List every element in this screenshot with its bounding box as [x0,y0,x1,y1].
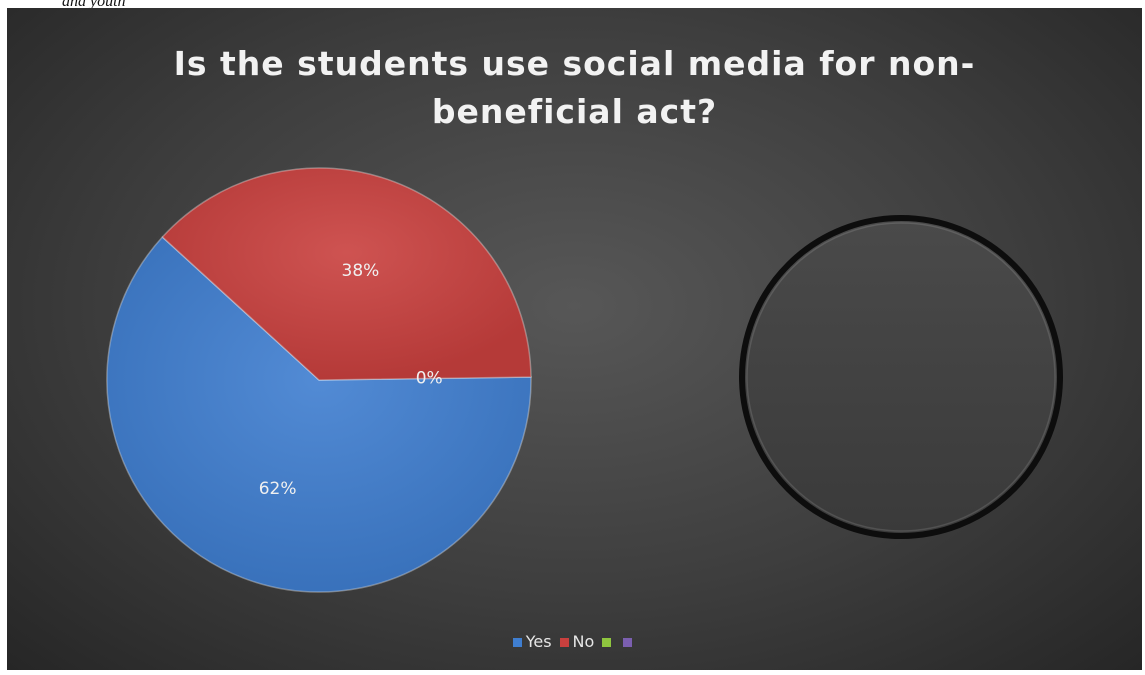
legend-item-series-3 [602,632,615,652]
pie-labels: 62% 38% 0% [259,261,443,499]
second-pie-highlight [746,222,1056,532]
legend-item-yes: Yes [512,632,552,652]
legend-item-no: No [559,632,595,652]
legend-item-series-4 [623,632,636,652]
second-pie [739,215,1063,539]
legend-label-yes: Yes [525,632,552,651]
pie-slice-shade-no [162,167,531,380]
legend-swatch-no [559,638,569,647]
legend-label-no: No [572,632,595,651]
pie-plot: 62% 38% 0% [106,167,1063,593]
data-label-series-3: 0% [416,368,443,388]
pie-slices [106,167,532,593]
chart-title: Is the students use social media for non… [7,40,1142,136]
caption-fragment: and youth [62,0,126,10]
chart-title-line-2: beneficial act? [431,92,718,131]
legend-swatch-yes [512,638,522,647]
chart-area: Is the students use social media for non… [7,8,1142,670]
legend-swatch-series-4 [623,638,633,647]
data-label-no: 38% [342,261,380,281]
second-pie-outline [739,215,1063,539]
data-label-yes: 62% [259,479,297,499]
pie-slice-shade-yes [107,237,531,592]
legend: Yes No [7,632,1142,652]
legend-swatch-series-3 [602,638,612,647]
chart-title-line-1: Is the students use social media for non… [173,44,976,83]
